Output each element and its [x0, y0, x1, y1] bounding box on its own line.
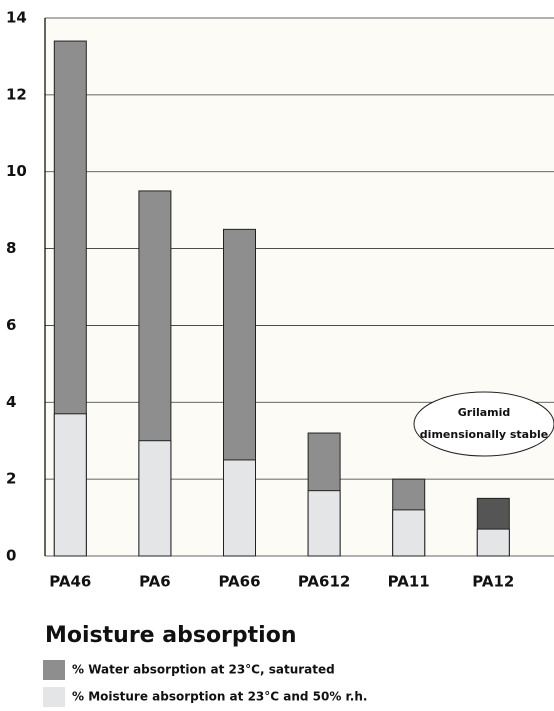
x-tick-label: PA12 — [472, 573, 514, 591]
y-tick-label: 12 — [6, 85, 27, 103]
x-tick-label: PA6 — [139, 573, 171, 591]
bar — [476, 528, 510, 557]
bar — [53, 413, 87, 557]
y-tick-label: 4 — [6, 393, 16, 411]
legend-swatch — [43, 660, 65, 680]
legend-label: % Moisture absorption at 23°C and 50% r.… — [72, 690, 367, 704]
y-tick-label: 2 — [6, 470, 16, 488]
y-tick-label: 0 — [6, 547, 16, 565]
chart-title: Moisture absorption — [45, 623, 297, 648]
annotation-bubble — [413, 391, 554, 457]
plot-background — [45, 18, 554, 556]
legend-label: % Water absorption at 23°C, saturated — [72, 663, 335, 677]
x-tick-label: PA11 — [388, 573, 430, 591]
bar — [392, 509, 426, 557]
bar — [307, 490, 341, 557]
y-tick-label: 8 — [6, 239, 16, 257]
x-tick-label: PA612 — [298, 573, 351, 591]
x-tick-label: PA46 — [49, 573, 91, 591]
y-tick-label: 10 — [6, 162, 27, 180]
y-tick-label: 6 — [6, 316, 16, 334]
legend-swatch — [43, 687, 65, 707]
bar — [223, 459, 256, 557]
annotation-text: Grilamid — [458, 406, 511, 419]
bar — [138, 440, 172, 557]
y-tick-label: 14 — [6, 9, 27, 27]
x-tick-label: PA66 — [218, 573, 260, 591]
annotation-text: dimensionally stable — [420, 428, 548, 441]
